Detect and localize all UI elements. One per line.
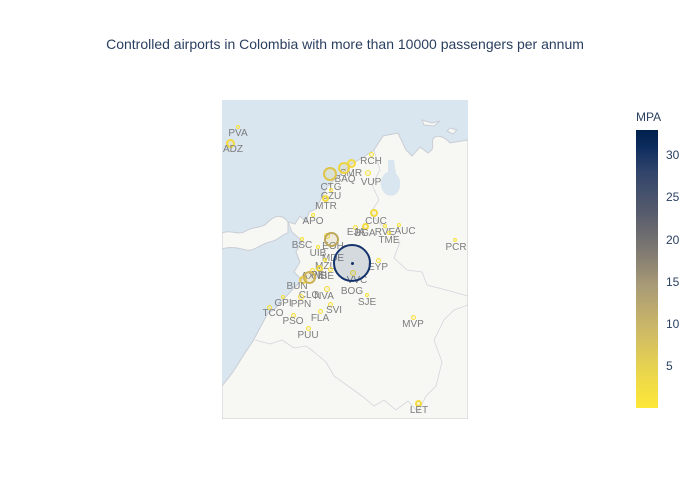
airport-label-TME: TME xyxy=(378,235,400,246)
border-venezuela xyxy=(370,149,468,297)
border-peru-brazil xyxy=(313,304,468,413)
airport-marker-VUP[interactable] xyxy=(365,170,371,176)
airport-label-EJA: EJA xyxy=(346,227,366,238)
airport-marker-PCR[interactable] xyxy=(453,238,457,242)
colorbar-tick-20: 20 xyxy=(666,232,680,247)
airport-marker-MTR[interactable] xyxy=(321,194,329,202)
airport-marker-NVA[interactable] xyxy=(324,286,330,292)
airport-label-PUU: PUU xyxy=(297,330,319,341)
airport-label-RVE: RVE xyxy=(374,227,396,238)
colorbar-tick-10: 10 xyxy=(666,316,680,331)
airport-label-ADZ: ADZ xyxy=(223,144,243,155)
airport-marker-TME[interactable] xyxy=(387,231,391,235)
airport-marker-TCO[interactable] xyxy=(266,304,272,310)
airport-marker-BGA[interactable] xyxy=(361,222,369,230)
landmass-panama xyxy=(222,215,289,251)
airport-marker-FLA[interactable] xyxy=(317,308,323,314)
airport-marker-PEI[interactable] xyxy=(315,264,323,272)
geo-map[interactable]: PVA ADZ RCH SMR BAQ VUP CTG CZU MTR APO CUC BSC EJA B… xyxy=(222,100,468,419)
airport-marker-ADZ[interactable] xyxy=(225,138,235,148)
airport-label-CTG: CTG xyxy=(320,182,342,193)
airport-label-BUN: BUN xyxy=(286,281,308,292)
airport-label-FLA: FLA xyxy=(310,313,330,324)
airport-label-MVP: MVP xyxy=(402,319,424,330)
airport-label-BOG: BOG xyxy=(340,286,364,297)
airport-label-APO: APO xyxy=(302,216,324,227)
airport-label-VUP: VUP xyxy=(360,177,382,188)
airport-marker-SJE[interactable] xyxy=(365,293,369,297)
island-small-2 xyxy=(446,127,458,135)
airport-label-NVA: NVA xyxy=(314,291,334,302)
colorbar-tick-15: 15 xyxy=(666,274,680,289)
airport-marker-APO[interactable] xyxy=(311,213,315,217)
airport-label-AUC: AUC xyxy=(394,226,416,237)
airport-label-EYP: EYP xyxy=(367,262,389,273)
airport-label-CUC: CUC xyxy=(365,216,387,227)
airport-marker-CTG[interactable] xyxy=(323,167,337,181)
airport-label-IBE: IBE xyxy=(317,271,335,282)
airport-label-BSC: BSC xyxy=(291,240,313,251)
airport-marker-MDE[interactable] xyxy=(323,231,339,247)
airport-label-TCO: TCO xyxy=(262,308,284,319)
airport-marker-UIB[interactable] xyxy=(316,245,320,249)
airport-label-PVA: PVA xyxy=(228,128,248,139)
colorbar-tick-30: 30 xyxy=(666,148,680,163)
airport-marker-MZL[interactable] xyxy=(323,258,327,262)
airport-label-RCH: RCH xyxy=(360,156,382,167)
chart-title: Controlled airports in Colombia with mor… xyxy=(106,36,584,52)
airport-marker-AUC[interactable] xyxy=(397,223,401,227)
airport-marker-PPN[interactable] xyxy=(298,294,304,300)
airport-label-UIB: UIB xyxy=(309,248,327,259)
lake-maracaibo xyxy=(380,160,401,196)
airport-label-BGA: BGA xyxy=(354,228,376,239)
border-ecuador xyxy=(254,339,315,353)
airport-label-LET: LET xyxy=(409,405,429,416)
airport-marker-LET[interactable] xyxy=(414,399,422,407)
airport-label-PSO: PSO xyxy=(282,316,304,327)
airport-label-CZU: CZU xyxy=(320,191,342,202)
airport-label-MTR: MTR xyxy=(315,201,337,212)
airport-marker-IBE[interactable] xyxy=(327,266,333,272)
airport-marker-GPI[interactable] xyxy=(281,295,285,299)
airport-markers-layer: PVA ADZ RCH SMR BAQ VUP CTG CZU MTR APO CUC BSC EJA B… xyxy=(222,100,468,419)
airport-label-PEI: PEI xyxy=(310,270,328,281)
airport-marker-SVI[interactable] xyxy=(327,301,333,307)
airport-marker-PSO[interactable] xyxy=(290,312,296,318)
colorbar-gradient: 30 25 20 15 10 5 xyxy=(636,130,679,408)
airport-label-SVI: SVI xyxy=(325,305,343,316)
airport-label-CLO: CLO xyxy=(298,290,320,301)
airport-label-PPN: PPN xyxy=(290,299,312,310)
airport-marker-RVE[interactable] xyxy=(383,224,387,228)
airport-marker-EYP[interactable] xyxy=(375,257,381,263)
airport-label-BAQ: BAQ xyxy=(334,174,356,185)
airport-marker-CZU[interactable] xyxy=(329,188,333,192)
airport-marker-MVP[interactable] xyxy=(410,314,416,320)
colorbar-tick-25: 25 xyxy=(666,190,680,205)
colorbar-title: MPA xyxy=(636,110,662,124)
airport-marker-CLO[interactable] xyxy=(302,270,316,284)
airport-marker-RCH[interactable] xyxy=(368,151,374,157)
airport-label-SJE: SJE xyxy=(357,297,377,308)
airport-marker-CUC[interactable] xyxy=(370,209,378,217)
airport-marker-EJA[interactable] xyxy=(352,224,358,230)
airport-label-PCR: PCR xyxy=(445,242,467,253)
airport-marker-BAQ[interactable] xyxy=(338,162,350,174)
island-small-1 xyxy=(421,119,441,127)
colorbar-tick-5: 5 xyxy=(666,358,673,373)
airport-marker-PVA[interactable] xyxy=(236,125,240,129)
airport-marker-BSC[interactable] xyxy=(300,237,304,241)
airport-marker-PUU[interactable] xyxy=(305,325,311,331)
airport-label-GPI: GPI xyxy=(274,298,292,309)
airport-label-EOH: EOH xyxy=(322,241,344,252)
airport-label-SMR: SMR xyxy=(339,168,363,179)
airport-label-MZL: MZL xyxy=(315,261,335,272)
airport-marker-center-BOG xyxy=(350,261,354,265)
